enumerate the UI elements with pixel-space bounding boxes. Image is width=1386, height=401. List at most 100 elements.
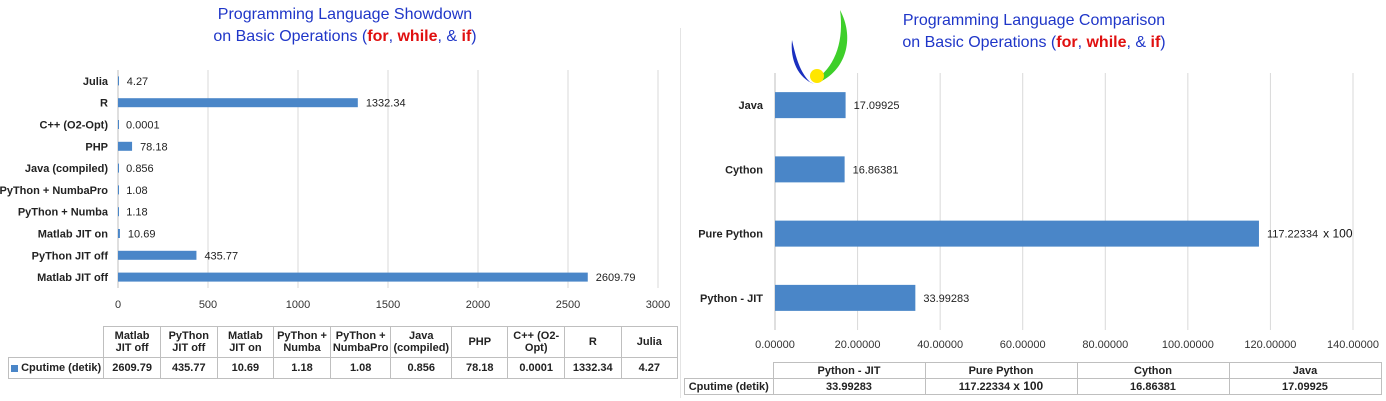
category-label: Matlab JIT off xyxy=(37,272,108,284)
data-label: 1332.34 xyxy=(366,98,406,110)
logo-icon xyxy=(791,10,848,84)
bar xyxy=(118,250,197,260)
category-label: Cython xyxy=(725,164,763,176)
right-title-while: while xyxy=(1086,34,1127,51)
left-table-value: 2609.79 xyxy=(103,357,161,379)
category-label: Matlab JIT on xyxy=(38,229,109,241)
data-label: 2609.79 xyxy=(596,272,636,284)
category-label: PyThon + Numba xyxy=(18,207,109,219)
data-label: 0.856 xyxy=(126,163,154,175)
left-table-value-row: Cputime (detik) 2609.79 435.77 10.69 1.1… xyxy=(7,357,679,379)
left-table-header-row: Matlab JIT off PyThon JIT off Matlab JIT… xyxy=(8,326,679,358)
left-chart-panel: Programming Language Showdown on Basic O… xyxy=(0,0,679,401)
data-label: 117.22334 xyxy=(1267,229,1318,241)
bar xyxy=(118,76,119,86)
left-table-value: 0.856 xyxy=(390,357,453,379)
data-label: 435.77 xyxy=(204,250,238,262)
bar xyxy=(118,120,119,129)
bar xyxy=(118,272,588,282)
x-tick-label: 0 xyxy=(115,299,121,311)
right-table-header: Python - JIT xyxy=(772,362,926,379)
scale-suffix-label: x 100 xyxy=(1323,227,1353,241)
data-label: 4.27 xyxy=(127,76,148,88)
left-table-header: Matlab JIT on xyxy=(216,326,275,358)
left-table-header: PyThon + NumbaPro xyxy=(329,326,392,358)
right-table-value: 117.22334 x 100 xyxy=(924,378,1078,395)
left-title-if: if xyxy=(461,28,472,45)
left-table-value: 4.27 xyxy=(620,357,679,379)
bar xyxy=(118,207,119,217)
left-title-while: while xyxy=(397,28,438,45)
category-label: Python - JIT xyxy=(700,293,763,305)
bar xyxy=(118,141,133,151)
bar xyxy=(118,163,119,173)
left-title-close: ) xyxy=(471,28,477,45)
left-table-legend-cell: Cputime (detik) xyxy=(7,357,105,379)
data-label: 10.69 xyxy=(128,229,156,241)
left-table-header: PyThon JIT off xyxy=(159,326,218,358)
bar xyxy=(118,98,358,108)
left-table-value: 10.69 xyxy=(216,357,275,379)
category-label: Julia xyxy=(83,76,109,88)
right-title-sep1: , xyxy=(1077,34,1087,51)
logo-sun xyxy=(810,69,824,83)
bar xyxy=(775,284,916,311)
bar xyxy=(118,229,120,238)
category-label: PyThon JIT off xyxy=(32,250,109,262)
left-title-sep2: , & xyxy=(437,28,462,45)
bar xyxy=(775,156,845,183)
right-table-value: 33.99283 xyxy=(772,378,926,395)
data-label: 33.99283 xyxy=(923,293,969,305)
category-label: C++ (O2-Opt) xyxy=(40,120,109,132)
right-table-header: Java xyxy=(1228,362,1382,379)
left-bar-chart: 0 500 1000 1500 2000 2500 3000 Matlab JIT off 26… xyxy=(0,70,670,311)
data-label: 0.0001 xyxy=(126,120,160,132)
scale-suffix: x 100 xyxy=(1013,379,1044,393)
left-title-line1: Programming Language Showdown xyxy=(217,6,473,23)
data-label: 78.18 xyxy=(140,141,168,153)
data-label: 1.18 xyxy=(126,207,147,219)
left-data-table: Matlab JIT off PyThon JIT off Matlab JIT… xyxy=(7,326,679,379)
left-title-for: for xyxy=(367,28,389,45)
right-table-value-row: Cputime (detik) 33.99283 117.22334 x 100… xyxy=(684,378,1382,395)
bar xyxy=(775,92,846,119)
left-table-header: R xyxy=(563,326,622,358)
logo-green-leaf xyxy=(818,10,848,82)
right-data-table: Python - JIT Pure Python Cython Java Cpu… xyxy=(684,362,1382,395)
right-table-corner xyxy=(684,362,774,379)
right-table-value: 17.09925 xyxy=(1228,378,1382,395)
left-table-value: 1332.34 xyxy=(563,357,622,379)
left-title-line2: on Basic Operations (for, while, & if) xyxy=(180,26,510,48)
x-tick-label: 60.00000 xyxy=(1000,339,1046,351)
right-title-sep2: , & xyxy=(1126,34,1151,51)
x-tick-label: 20.00000 xyxy=(835,339,881,351)
right-chart-panel: Programming Language Comparison on Basic… xyxy=(684,0,1386,401)
right-title-if: if xyxy=(1150,34,1161,51)
x-tick-label: 120.00000 xyxy=(1244,339,1296,351)
left-table-value: 435.77 xyxy=(159,357,218,379)
x-tick-label: 80.00000 xyxy=(1082,339,1128,351)
x-tick-label: 1000 xyxy=(286,299,310,311)
category-label: PHP xyxy=(85,141,108,153)
x-tick-label: 3000 xyxy=(646,299,670,311)
bar xyxy=(118,185,119,195)
right-title-for: for xyxy=(1056,34,1078,51)
left-table-header: PHP xyxy=(451,326,509,358)
x-tick-label: 0.00000 xyxy=(755,339,795,351)
data-label: 16.86381 xyxy=(853,164,899,176)
left-title-sep1: , xyxy=(388,28,398,45)
x-tick-label: 500 xyxy=(199,299,217,311)
x-tick-label: 1500 xyxy=(376,299,400,311)
right-chart-title: Programming Language Comparison on Basic… xyxy=(864,10,1204,54)
left-chart-title: Programming Language Showdown on Basic O… xyxy=(180,4,510,48)
right-title-pre: on Basic Operations ( xyxy=(902,34,1057,51)
right-title-close: ) xyxy=(1160,34,1166,51)
logo-blue-leaf xyxy=(791,40,814,84)
x-tick-label: 140.00000 xyxy=(1327,339,1379,351)
left-series-name: Cputime (detik) xyxy=(21,362,102,374)
x-tick-label: 2500 xyxy=(556,299,580,311)
right-series-name: Cputime (detik) xyxy=(684,378,774,395)
category-label: Java xyxy=(739,100,764,112)
left-title-pre: on Basic Operations ( xyxy=(213,28,368,45)
